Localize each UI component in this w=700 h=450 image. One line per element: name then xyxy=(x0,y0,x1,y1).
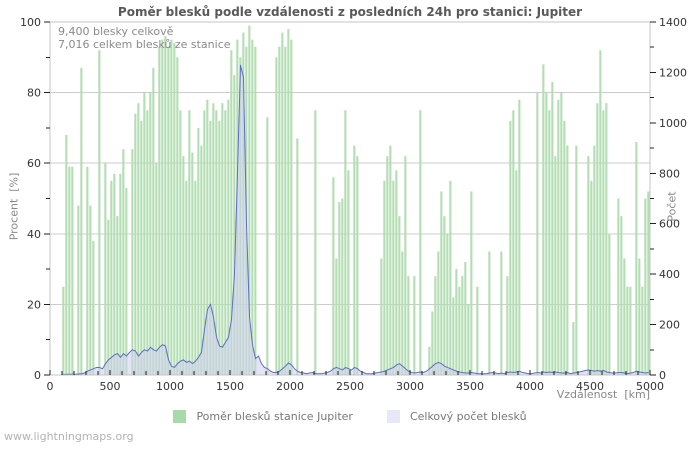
svg-text:1000: 1000 xyxy=(156,380,184,393)
svg-text:2500: 2500 xyxy=(336,380,364,393)
x-axis-title: Vzdálenost [km] xyxy=(556,388,650,401)
legend-item-total-count: Celkový počet blesků xyxy=(386,410,527,423)
watermark-url: www.lightningmaps.org xyxy=(4,430,134,443)
svg-text:1400: 1400 xyxy=(659,16,687,29)
line-series-label: Celkový počet blesků xyxy=(409,410,527,423)
bar-series-label: Poměr blesků stanice Jupiter xyxy=(196,410,353,423)
svg-text:600: 600 xyxy=(659,218,680,231)
svg-text:800: 800 xyxy=(659,167,680,180)
svg-text:0: 0 xyxy=(34,369,41,382)
left-axis-title: Procent [%] xyxy=(7,172,21,241)
svg-text:0: 0 xyxy=(659,369,666,382)
svg-text:4500: 4500 xyxy=(576,380,604,393)
svg-text:200: 200 xyxy=(659,319,680,332)
svg-text:40: 40 xyxy=(27,228,41,241)
totals-annotation: 9,400 blesky celkově 7,016 celkem blesků… xyxy=(58,25,231,51)
chart-legend: Poměr blesků stanice Jupiter Celkový poč… xyxy=(0,410,700,423)
svg-text:3000: 3000 xyxy=(396,380,424,393)
svg-text:60: 60 xyxy=(27,157,41,170)
svg-text:2000: 2000 xyxy=(276,380,304,393)
right-axis-title: Počet xyxy=(665,191,679,222)
svg-text:80: 80 xyxy=(27,87,41,100)
svg-text:100: 100 xyxy=(20,16,41,29)
svg-text:1200: 1200 xyxy=(659,66,687,79)
svg-text:20: 20 xyxy=(27,298,41,311)
station-strokes-line: 7,016 celkem blesků ze stanice xyxy=(58,38,231,51)
chart-title: Poměr blesků podle vzdálenosti z posledn… xyxy=(117,5,583,19)
svg-text:500: 500 xyxy=(100,380,121,393)
svg-text:3500: 3500 xyxy=(456,380,484,393)
svg-text:400: 400 xyxy=(659,268,680,281)
legend-item-station-ratio: Poměr blesků stanice Jupiter xyxy=(173,410,353,423)
svg-text:5000: 5000 xyxy=(636,380,664,393)
svg-text:0: 0 xyxy=(47,380,54,393)
svg-text:4000: 4000 xyxy=(516,380,544,393)
total-strokes-line: 9,400 blesky celkově xyxy=(58,25,174,38)
svg-text:1000: 1000 xyxy=(659,117,687,130)
svg-text:1500: 1500 xyxy=(216,380,244,393)
bar-series-swatch xyxy=(173,410,187,423)
line-series-swatch xyxy=(386,410,400,423)
